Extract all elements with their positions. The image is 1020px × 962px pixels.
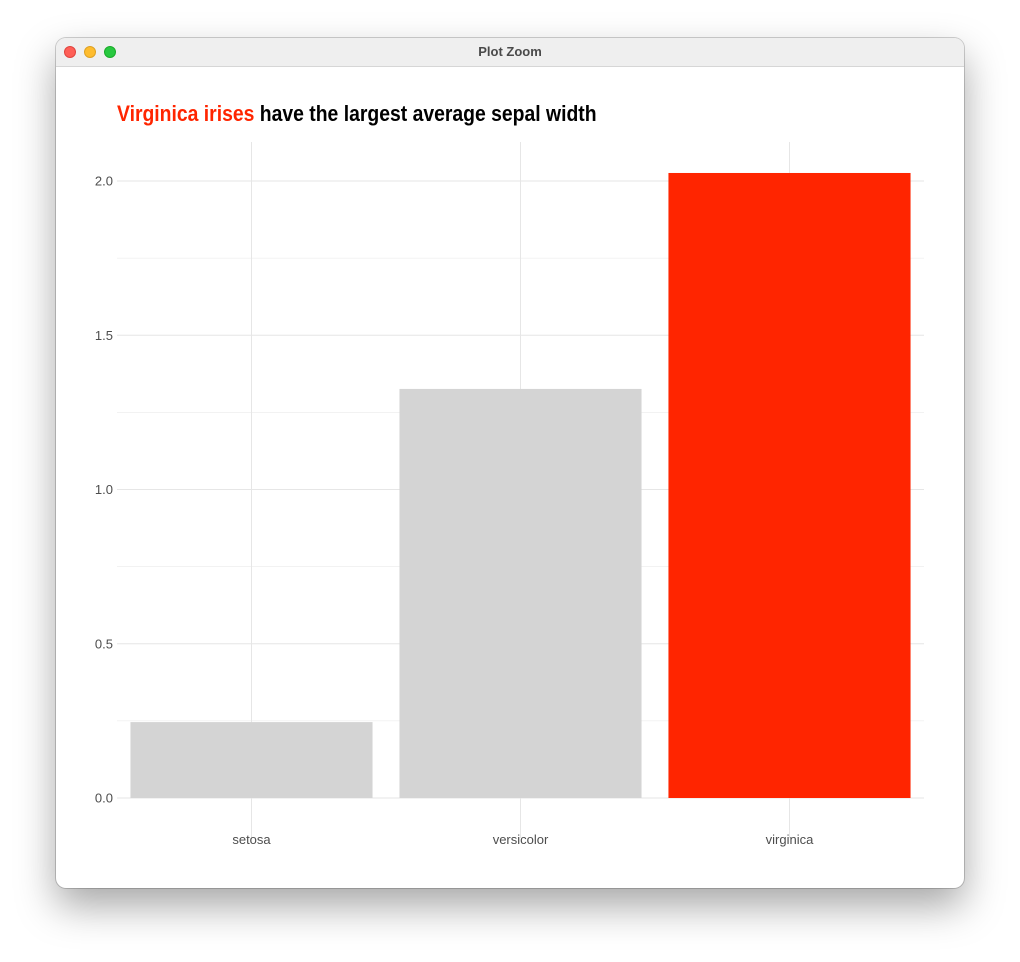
y-axis-ticks: 0.0 0.5 1.0 1.5 2.0 [95, 174, 113, 806]
bar-chart: 0.0 0.5 1.0 1.5 2.0 setosa versicolor virginic… [95, 142, 924, 847]
x-tick-label: setosa [232, 832, 271, 847]
y-tick-label: 0.0 [95, 791, 113, 806]
chart-title-rest: have the largest average sepal width [254, 101, 597, 126]
y-tick-label: 1.5 [95, 328, 113, 343]
x-tick-label: versicolor [493, 832, 549, 847]
bars [130, 172, 911, 798]
window-titlebar[interactable]: Plot Zoom [56, 38, 964, 67]
y-tick-label: 2.0 [95, 174, 113, 189]
chart-title-highlight: Virginica irises [117, 101, 255, 126]
x-tick-label: virginica [766, 832, 814, 847]
y-tick-label: 0.5 [95, 636, 113, 651]
minimize-window-button[interactable] [84, 46, 96, 58]
y-tick-label: 1.0 [95, 482, 113, 497]
bar-setosa [130, 722, 373, 798]
bar-virginica [668, 172, 911, 798]
chart-title: Virginica irises have the largest averag… [117, 101, 597, 127]
plot-area: Virginica irises have the largest averag… [56, 67, 964, 888]
plot-zoom-window: Plot Zoom Virginica irises have the larg… [56, 38, 964, 888]
x-axis-ticks: setosa versicolor virginica [232, 832, 814, 847]
close-window-button[interactable] [64, 46, 76, 58]
zoom-window-button[interactable] [104, 46, 116, 58]
window-title: Plot Zoom [478, 44, 542, 59]
bar-versicolor [399, 388, 642, 798]
